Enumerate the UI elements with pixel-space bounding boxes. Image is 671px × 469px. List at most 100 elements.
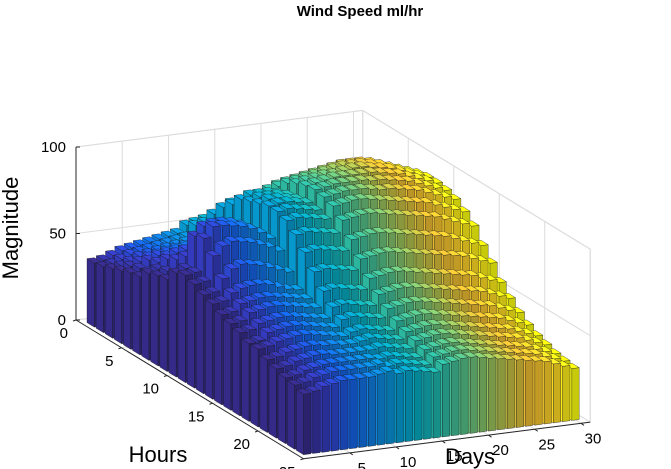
bar-top-face: [344, 184, 360, 191]
bar-front-face: [303, 393, 312, 455]
y-tick: [209, 402, 213, 405]
bar-side-face: [268, 364, 277, 439]
bar-top-face: [389, 265, 405, 272]
bar-top-face: [268, 363, 284, 370]
bar-top-face: [335, 170, 351, 177]
bar-top-face: [353, 168, 369, 174]
bar-front-face: [442, 363, 450, 438]
bar-top-face: [360, 371, 376, 378]
bar-top-face: [278, 346, 294, 353]
bar-top-face: [417, 320, 432, 327]
x-tick: [395, 446, 400, 450]
y-tick-label: 10: [142, 381, 159, 398]
bar-top-face: [343, 234, 359, 240]
bar-top-face: [371, 247, 387, 254]
bar-top-face: [351, 372, 367, 379]
bar-top-face: [279, 196, 295, 203]
bar-top-face: [370, 368, 386, 375]
bar-top-face: [306, 266, 322, 273]
bar-top-face: [353, 253, 368, 260]
bar-top-face: [361, 332, 377, 339]
bar-top-face: [444, 355, 460, 362]
bar-top-face: [287, 379, 303, 386]
z-tick-label: 100: [41, 139, 66, 156]
bar-top-face: [343, 338, 358, 345]
bar-front-face: [488, 357, 497, 432]
bar-top-face: [305, 349, 321, 356]
y-tick: [163, 375, 168, 377]
bar-top-face: [205, 221, 221, 227]
bar-top-face: [177, 269, 193, 276]
bars-layer: [86, 156, 580, 455]
bar-side-face: [132, 272, 140, 355]
bar-top-face: [344, 169, 360, 176]
bar-top-face: [324, 366, 340, 372]
bar-top-face: [453, 344, 469, 351]
y-tick: [118, 347, 122, 350]
bar-top-face: [417, 308, 433, 315]
bar-top-face: [260, 291, 276, 297]
bar-top-face: [205, 250, 221, 257]
bar-front-face: [543, 360, 552, 425]
bar-top-face: [371, 288, 387, 295]
bar-front-face: [460, 357, 469, 435]
bar-top-face: [214, 309, 230, 315]
bar-top-face: [435, 338, 451, 345]
bar-top-face: [305, 372, 321, 378]
bar-top-face: [354, 161, 370, 168]
bar-top-face: [223, 235, 239, 242]
bar-top-face: [196, 275, 212, 282]
bar-top-face: [333, 356, 349, 363]
bar-top-face: [250, 318, 266, 324]
bar-top-face: [315, 348, 331, 355]
bar-side-face: [114, 266, 122, 344]
bar-top-face: [380, 267, 396, 273]
bar-side-face: [186, 279, 195, 389]
bar-top-face: [397, 365, 413, 371]
bar-top-face: [287, 369, 303, 376]
bar-top-face: [326, 178, 341, 185]
bar-top-face: [269, 300, 285, 306]
bar-top-face: [297, 246, 313, 253]
bar-top-face: [351, 354, 367, 360]
bar-top-face: [269, 324, 285, 330]
bar-top-face: [362, 250, 378, 257]
bar-front-face: [562, 365, 571, 422]
y-tick-label: 5: [105, 353, 113, 370]
bar-top-face: [316, 263, 331, 270]
bar-top-face: [324, 357, 340, 364]
bar-top-face: [296, 329, 312, 335]
x-axis-line: [303, 421, 591, 460]
y-tick-label: 15: [188, 408, 205, 425]
bar-side-face: [232, 328, 241, 417]
bar-top-face: [314, 381, 330, 387]
bar-top-face: [251, 304, 267, 311]
bar-top-face: [362, 228, 378, 234]
bar-top-face: [260, 315, 276, 321]
bar-top-face: [232, 327, 248, 333]
bar-front-face: [321, 385, 330, 453]
bar-top-face: [187, 266, 203, 273]
bar-top-face: [388, 357, 404, 364]
bar-top-face: [333, 365, 349, 371]
bar-top-face: [353, 231, 369, 237]
bar-top-face: [342, 374, 358, 380]
bar-top-face: [344, 211, 360, 218]
bar-top-face: [381, 183, 397, 189]
bar-side-face: [241, 338, 250, 422]
bar-top-face: [287, 343, 303, 350]
bar-top-face: [261, 200, 277, 207]
bar-top-face: [287, 355, 303, 362]
bar-top-face: [344, 194, 360, 201]
bar-top-face: [353, 193, 369, 200]
bar-side-face: [86, 258, 95, 328]
bar-top-face: [352, 335, 368, 342]
bar-top-face: [371, 269, 387, 276]
bar-top-face: [389, 300, 405, 306]
bar-top-face: [260, 327, 276, 333]
bar-top-face: [425, 341, 441, 348]
x-tick: [349, 452, 354, 456]
y-axis-label: Hours: [129, 442, 188, 467]
y-tick: [300, 458, 304, 461]
bar-top-face: [214, 295, 230, 302]
